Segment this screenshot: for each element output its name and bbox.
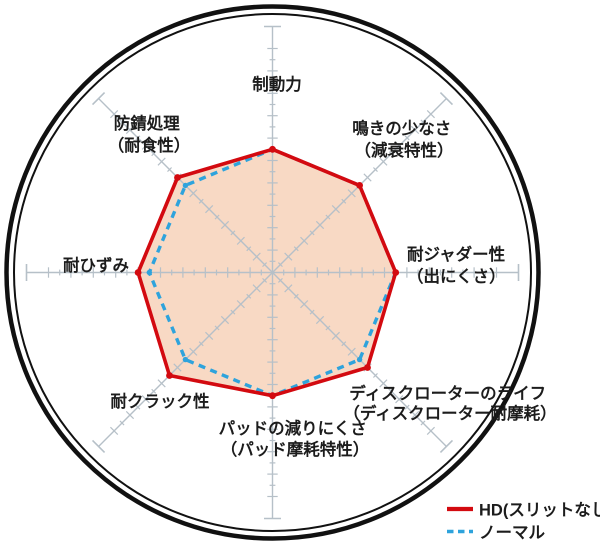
axis-label-rotor-life: ディスクローターのライフ （ディスクローター耐摩耗） — [343, 383, 556, 423]
series-vertex-dot — [174, 174, 181, 181]
axis-label-line: パッドの減りにくさ — [219, 418, 367, 438]
axis-label-line: 鳴きの少なさ — [352, 118, 451, 138]
series-vertex-dot — [357, 357, 362, 362]
axis-label-crack-resistance: 耐クラック性 — [111, 391, 210, 411]
axis-label-line: （出にくさ） — [407, 266, 506, 286]
legend-item-normal: ノーマル — [447, 524, 546, 542]
axis-label-line: （減衰特性） — [355, 140, 454, 160]
series-vertex-dot — [183, 183, 188, 188]
axis-label-line: 耐クラック性 — [111, 391, 210, 411]
series-vertex-dot — [269, 146, 276, 153]
radar-chart-figure: 制動力 鳴きの少なさ （減衰特性） 耐ジャダー性 （出にくさ） ディスクローター… — [0, 0, 600, 549]
axis-label-line: （耐食性） — [108, 135, 191, 155]
legend-item-hd: HD(スリットなし) — [447, 501, 600, 520]
axis-label-line: （パッド摩耗特性） — [221, 439, 370, 459]
legend-label-normal: ノーマル — [479, 524, 546, 542]
series-vertex-dot — [166, 372, 173, 379]
axis-label-line: 防錆処理 — [114, 113, 181, 133]
series-vertex-dot — [183, 357, 188, 362]
axis-label-pad-wear: パッドの減りにくさ （パッド摩耗特性） — [219, 418, 372, 459]
series-vertex-dot — [392, 269, 399, 276]
axis-label-judder-resistance: 耐ジャダー性 （出にくさ） — [407, 244, 510, 286]
axis-label-rust-proofing: 防錆処理 （耐食性） — [108, 113, 191, 155]
series-vertex-dot — [356, 182, 363, 189]
legend: HD(スリットなし) ノーマル — [447, 501, 600, 543]
axis-label-line: 制動力 — [252, 74, 302, 94]
series-vertex-dot — [135, 269, 142, 276]
axis-label-low-squeal: 鳴きの少なさ （減衰特性） — [352, 118, 456, 160]
axis-label-distortion-resistance: 耐ひずみ — [63, 255, 130, 275]
series-vertex-dot — [147, 270, 152, 275]
axis-label-line: （ディスクローター耐摩耗） — [343, 403, 556, 423]
axis-label-braking-power: 制動力 — [252, 74, 302, 94]
axis-label-line: 耐ジャダー性 — [407, 244, 505, 264]
axis-label-line: 耐ひずみ — [63, 255, 130, 275]
axis-label-line: ディスクローターのライフ — [349, 383, 546, 403]
series-vertex-dot — [269, 392, 276, 399]
radar-chart-svg: 制動力 鳴きの少なさ （減衰特性） 耐ジャダー性 （出にくさ） ディスクローター… — [0, 0, 600, 549]
series-vertex-dot — [364, 364, 371, 371]
legend-label-hd: HD(スリットなし) — [479, 501, 600, 520]
